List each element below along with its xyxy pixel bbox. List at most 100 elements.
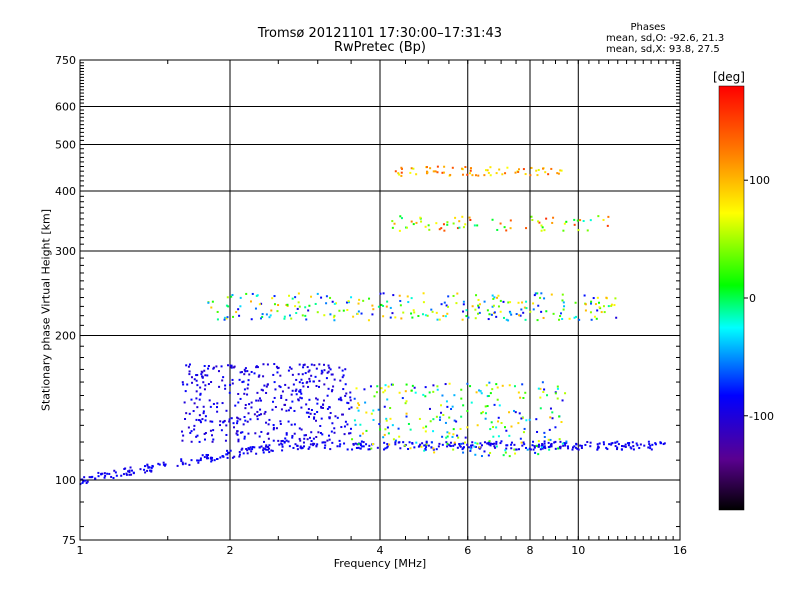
data-point [397, 441, 400, 444]
data-point [383, 405, 386, 408]
data-point [440, 411, 443, 414]
data-point [539, 448, 542, 451]
data-point [372, 409, 375, 412]
data-point [301, 373, 304, 376]
data-point [331, 373, 334, 376]
data-point [243, 437, 246, 440]
data-point [596, 443, 599, 446]
data-point [319, 424, 322, 427]
data-point [526, 448, 529, 451]
data-point [595, 317, 598, 320]
data-point [497, 294, 500, 297]
data-point [504, 451, 507, 454]
data-point [267, 437, 270, 440]
data-point [616, 440, 619, 443]
data-point [481, 444, 484, 447]
data-point [238, 314, 241, 317]
data-point [326, 407, 329, 410]
data-point [210, 306, 213, 309]
data-point [308, 415, 311, 418]
data-point [435, 415, 438, 418]
data-point [256, 415, 259, 418]
data-point [435, 448, 438, 451]
data-point [259, 317, 262, 320]
data-point [128, 473, 131, 476]
data-point [407, 301, 410, 304]
data-point [327, 370, 330, 373]
data-point [329, 368, 332, 371]
data-point [287, 420, 290, 423]
data-point [315, 397, 318, 400]
data-point [399, 304, 402, 307]
data-point [236, 422, 239, 425]
data-point [325, 302, 328, 305]
data-point [348, 407, 351, 410]
data-point [532, 308, 535, 311]
data-point [537, 304, 540, 307]
data-point [519, 314, 522, 317]
data-point [446, 445, 449, 448]
data-point [225, 453, 228, 456]
data-point [447, 305, 450, 308]
data-point [398, 294, 401, 297]
data-point [260, 399, 263, 402]
data-point [328, 406, 331, 409]
data-point [365, 411, 368, 414]
data-point [438, 442, 441, 445]
data-point [635, 442, 638, 445]
data-point [243, 415, 246, 418]
data-point [493, 445, 496, 448]
data-point [320, 296, 323, 299]
data-point [495, 445, 498, 448]
data-point [184, 417, 187, 420]
data-point [253, 372, 256, 375]
data-point [479, 442, 482, 445]
data-point [221, 455, 224, 458]
data-point [339, 396, 342, 399]
data-point [452, 433, 455, 436]
data-point [270, 449, 273, 452]
data-point [285, 433, 288, 436]
data-point [288, 294, 291, 297]
data-point [651, 443, 654, 446]
data-point [320, 405, 323, 408]
data-point [409, 428, 412, 431]
data-point [551, 221, 554, 224]
data-point [430, 446, 433, 449]
data-point [425, 440, 428, 443]
data-point [91, 475, 94, 478]
data-point [533, 446, 536, 449]
data-point [349, 396, 352, 399]
data-point [390, 383, 393, 386]
data-point [603, 311, 606, 314]
data-point [329, 313, 332, 316]
data-point [489, 428, 492, 431]
data-point [204, 415, 207, 418]
data-point [251, 292, 254, 295]
data-point [163, 464, 166, 467]
data-point [258, 414, 261, 417]
data-point [202, 381, 205, 384]
data-point [336, 416, 339, 419]
data-point [534, 451, 537, 454]
data-point [540, 292, 543, 295]
data-point [501, 384, 504, 387]
data-point [389, 417, 392, 420]
data-point [407, 448, 410, 451]
data-point [499, 310, 502, 313]
data-point [544, 447, 547, 450]
data-point [258, 446, 261, 449]
data-point [334, 415, 337, 418]
data-point [573, 316, 576, 319]
data-point [504, 172, 507, 175]
data-point [475, 391, 478, 394]
data-point [459, 427, 462, 430]
data-point [310, 295, 313, 298]
data-point [413, 386, 416, 389]
data-point [312, 380, 315, 383]
data-point [343, 442, 346, 445]
data-point [244, 370, 247, 373]
data-point [224, 387, 227, 390]
data-point [539, 407, 542, 410]
data-point [341, 413, 344, 416]
